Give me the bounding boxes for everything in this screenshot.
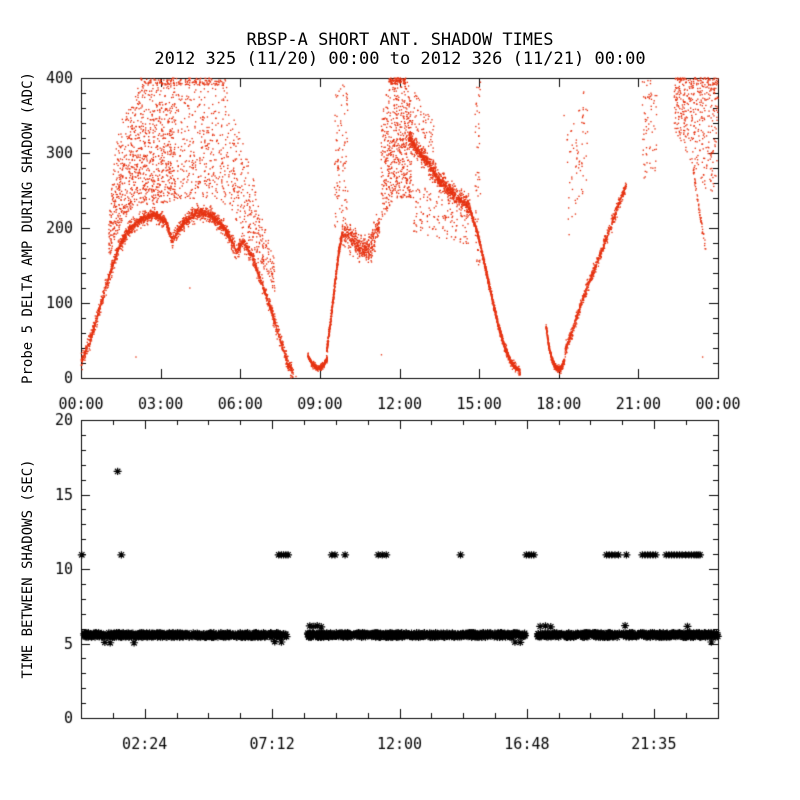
bottom-y-axis-title: TIME BETWEEN SHADOWS (SEC) (20, 459, 36, 679)
chart-subtitle-date-range: 2012 325 (11/20) 00:00 to 2012 326 (11/2… (154, 49, 646, 69)
top-y-axis-title: Probe 5 DELTA AMP DURING SHADOW (ADC) (20, 72, 36, 384)
chart-title: RBSP-A SHORT ANT. SHADOW TIMES (246, 30, 554, 50)
